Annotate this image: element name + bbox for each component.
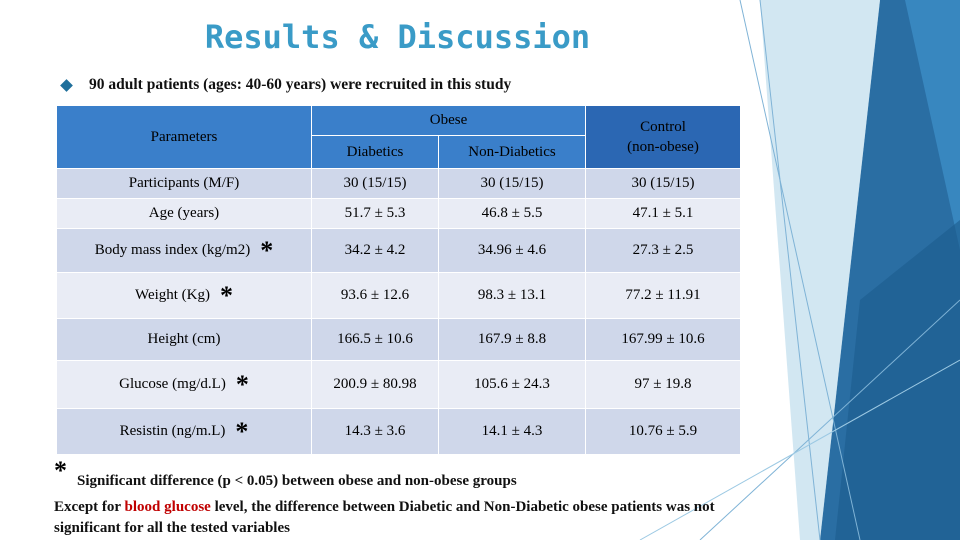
header-diabetics: Diabetics [311, 135, 439, 169]
diabetics-value: 34.2 ± 4.2 [311, 228, 439, 273]
header-obese: Obese [311, 105, 586, 136]
parameter-cell: Participants (M/F) [56, 168, 312, 199]
slide-title: Results & Discussion [204, 18, 591, 56]
header-non-diabetics: Non-Diabetics [438, 135, 586, 169]
non-diabetics-value: 46.8 ± 5.5 [438, 198, 586, 229]
table-row: Participants (M/F) 30 (15/15) 30 (15/15) 30… [56, 168, 741, 199]
parameter-cell: Height (cm) [56, 318, 312, 361]
parameter-cell: Body mass index (kg/m2) * [56, 228, 312, 273]
parameter-label: Age (years) [148, 205, 220, 221]
control-header-line2: (non-obese) [627, 139, 699, 155]
control-value: 47.1 ± 5.1 [585, 198, 741, 229]
parameter-cell: Resistin (ng/m.L) * [56, 408, 312, 455]
control-value: 27.3 ± 2.5 [585, 228, 741, 273]
decor-line-2 [759, 0, 821, 540]
control-value: 30 (15/15) [585, 168, 741, 199]
diabetics-value: 51.7 ± 5.3 [311, 198, 439, 229]
header-control: Control (non-obese) [585, 105, 741, 169]
significance-star-icon: * [260, 235, 274, 265]
parameter-cell: Weight (Kg) * [56, 272, 312, 319]
diamond-bullet-icon [60, 78, 73, 92]
parameter-label: Weight (Kg) [134, 287, 211, 303]
parameter-label: Resistin (ng/m.L) [119, 423, 226, 439]
table-row: Body mass index (kg/m2) * 34.2 ± 4.2 34.96 … [56, 228, 741, 273]
intro-bullet: 90 adult patients (ages: 40-60 years) we… [60, 74, 512, 96]
non-diabetics-value: 105.6 ± 24.3 [438, 360, 586, 409]
parameter-cell: Glucose (mg/d.L) * [56, 360, 312, 409]
decor-bottom-shard [835, 220, 960, 540]
control-header-line1: Control [640, 118, 686, 135]
table-row: Weight (Kg) * 93.6 ± 12.6 98.3 ± 13.1 77.2 ±… [56, 272, 741, 319]
table-row: Height (cm) 166.5 ± 10.6 167.9 ± 8.8 167.99… [56, 318, 741, 361]
control-value: 167.99 ± 10.6 [585, 318, 741, 361]
header-parameters: Parameters [56, 105, 312, 169]
control-value: 77.2 ± 11.91 [585, 272, 741, 319]
significance-star-icon: * [220, 280, 234, 310]
conclusion-part2: level, the difference between Diabetic a… [54, 499, 715, 536]
decor-light-shard [760, 0, 880, 540]
footnote-text: Significant difference (p < 0.05) betwee… [77, 473, 517, 489]
diabetics-value: 200.9 ± 80.98 [311, 360, 439, 409]
diabetics-value: 30 (15/15) [311, 168, 439, 199]
parameter-label: Body mass index (kg/m2) [94, 242, 251, 258]
non-diabetics-value: 167.9 ± 8.8 [438, 318, 586, 361]
non-diabetics-value: 14.1 ± 4.3 [438, 408, 586, 455]
decor-top-shard [905, 0, 960, 250]
table-row: Age (years) 51.7 ± 5.3 46.8 ± 5.5 47.1 ± 5.… [56, 198, 741, 229]
diabetics-value: 14.3 ± 3.6 [311, 408, 439, 455]
parameter-label: Height (cm) [147, 331, 221, 347]
parameter-cell: Age (years) [56, 198, 312, 229]
decor-line-1 [739, 0, 861, 540]
results-table: Parameters Obese Control (non-obese) Diab… [56, 105, 741, 455]
non-diabetics-value: 34.96 ± 4.6 [438, 228, 586, 273]
diabetics-value: 166.5 ± 10.6 [311, 318, 439, 361]
conclusion-part1: Except for [54, 499, 125, 515]
non-diabetics-value: 30 (15/15) [438, 168, 586, 199]
significance-star-icon: * [235, 369, 249, 399]
control-value: 97 ± 19.8 [585, 360, 741, 409]
decor-dark-panel [820, 0, 960, 540]
table-row: Resistin (ng/m.L) * 14.3 ± 3.6 14.1 ± 4.3 10… [56, 408, 741, 455]
significance-star-icon: * [235, 416, 249, 446]
control-value: 10.76 ± 5.9 [585, 408, 741, 455]
conclusion-text: Except for blood glucose level, the diff… [54, 497, 744, 539]
results-table-body: Participants (M/F) 30 (15/15) 30 (15/15) 30… [56, 168, 741, 455]
significance-footnote: * Significant difference (p < 0.05) betw… [54, 456, 517, 490]
footnote-star: * [54, 456, 67, 485]
non-diabetics-value: 98.3 ± 13.1 [438, 272, 586, 319]
diabetics-value: 93.6 ± 12.6 [311, 272, 439, 319]
conclusion-highlight: blood glucose [124, 499, 211, 515]
table-row: Glucose (mg/d.L) * 200.9 ± 80.98 105.6 ± 24… [56, 360, 741, 409]
intro-bullet-text: 90 adult patients (ages: 40-60 years) we… [89, 76, 512, 93]
parameter-label: Participants (M/F) [128, 175, 240, 191]
parameter-label: Glucose (mg/d.L) [119, 376, 226, 392]
